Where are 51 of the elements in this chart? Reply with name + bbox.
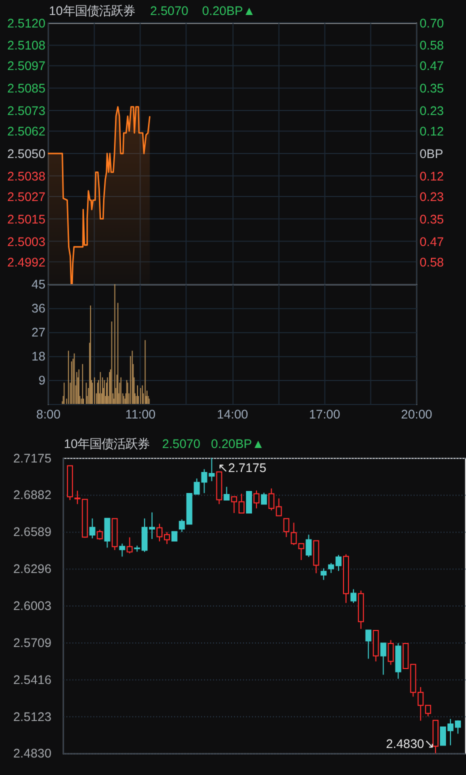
y-tick-label: 2.5003 [7,234,46,249]
chart-title: 10年国债活跃券 [48,4,135,18]
y-tick-label: 2.5015 [7,212,46,226]
y-tick-label: 2.5097 [7,59,46,74]
annotation: 2.4830↘ [386,737,435,752]
y2-tick-label: 0.70 [420,16,444,30]
y-tick-label: 2.7175 [13,451,52,466]
y2-tick-label: 0.47 [420,59,444,74]
y-tick-label: 2.5709 [13,636,52,650]
y-tick-label: 2.6589 [13,525,52,540]
y-tick-label: 2.6296 [13,562,52,576]
y-tick-label: 36 [32,302,46,316]
y2-tick-label: 0.12 [420,124,444,139]
y2-tick-label: 0BP [420,146,444,161]
y-tick-label: 2.5123 [13,710,52,724]
x-tick-label: 11:00 [125,407,156,422]
text: 2.5070 [162,436,200,451]
text: 2.5070 [150,4,188,18]
y-tick-label: 2.5120 [7,16,46,30]
y2-tick-label: 0.23 [420,190,444,204]
y-tick-label: 2.5038 [7,169,46,184]
y-tick-label: 2.5062 [7,124,46,139]
y-tick-label: 2.5416 [13,672,52,687]
y2-tick-label: 0.12 [420,169,444,184]
y2-tick-label: 0.23 [420,104,444,118]
y2-tick-label: 0.35 [420,212,444,226]
y2-tick-label: 0.58 [420,255,444,270]
text: 0.20BP▲ [211,436,264,451]
y2-tick-label: 0.35 [420,82,444,96]
y2-tick-label: 0.47 [420,234,444,249]
y-tick-label: 2.4992 [7,255,46,270]
y-tick-label: 27 [32,326,46,340]
y-tick-label: 2.5073 [7,104,46,118]
y-tick-label: 2.6003 [13,598,52,613]
x-tick-label: 17:00 [308,407,340,422]
y-tick-label: 45 [32,278,46,292]
y-tick-label: 18 [32,350,46,364]
y-tick-label: 9 [38,374,46,388]
y-tick-label: 2.5085 [7,82,46,96]
x-tick-label: 14:00 [216,407,248,422]
y2-tick-label: 0.58 [420,38,444,53]
text: 0.20BP▲ [202,4,256,18]
x-tick-label: 20:00 [401,407,432,422]
chart-title: 10年国债活跃券 [64,436,150,451]
y-tick-label: 2.5050 [7,146,46,161]
y-tick-label: 2.5108 [7,38,46,53]
x-tick-label: 8:00 [36,407,61,422]
y-tick-label: 2.5027 [7,190,46,204]
y-tick-label: 2.4830 [13,746,52,761]
annotation: ↖2.7175 [218,460,266,475]
y-tick-label: 2.6882 [13,488,52,502]
